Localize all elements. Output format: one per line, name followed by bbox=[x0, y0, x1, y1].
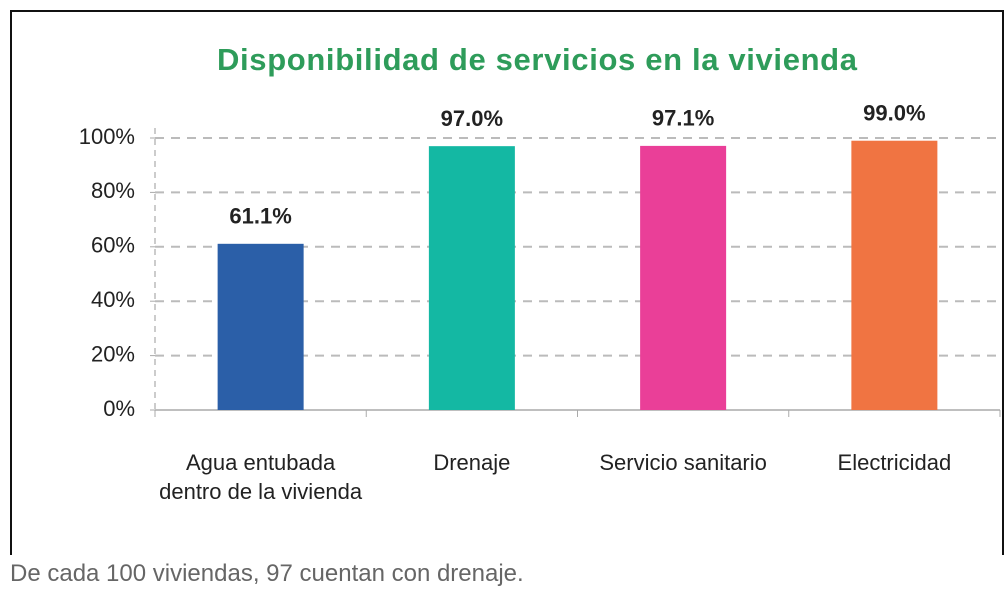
y-tick-label: 60% bbox=[91, 233, 135, 258]
chart-title: Disponibilidad de servicios en la vivien… bbox=[217, 42, 858, 77]
footnote: De cada 100 viviendas, 97 cuentan con dr… bbox=[10, 560, 524, 587]
bar bbox=[640, 145, 727, 410]
value-label: 97.0% bbox=[441, 106, 503, 131]
value-label: 97.1% bbox=[652, 106, 714, 131]
x-tick-label: Agua entubada dentro de la vivienda bbox=[159, 450, 363, 504]
value-label: 99.0% bbox=[863, 101, 925, 126]
bar bbox=[851, 140, 938, 410]
bar bbox=[217, 243, 304, 410]
x-tick-label: Drenaje bbox=[433, 450, 511, 475]
frame bbox=[10, 10, 1004, 555]
y-tick-label: 40% bbox=[91, 287, 135, 312]
x-tick-label: Electricidad bbox=[837, 450, 952, 475]
y-tick-label: 0% bbox=[103, 396, 135, 421]
y-tick-label: 20% bbox=[91, 341, 135, 366]
bar bbox=[428, 146, 515, 410]
y-tick-label: 80% bbox=[91, 178, 135, 203]
x-tick-label: Servicio sanitario bbox=[599, 450, 767, 475]
y-tick-label: 100% bbox=[79, 124, 135, 149]
value-label: 61.1% bbox=[229, 204, 291, 229]
